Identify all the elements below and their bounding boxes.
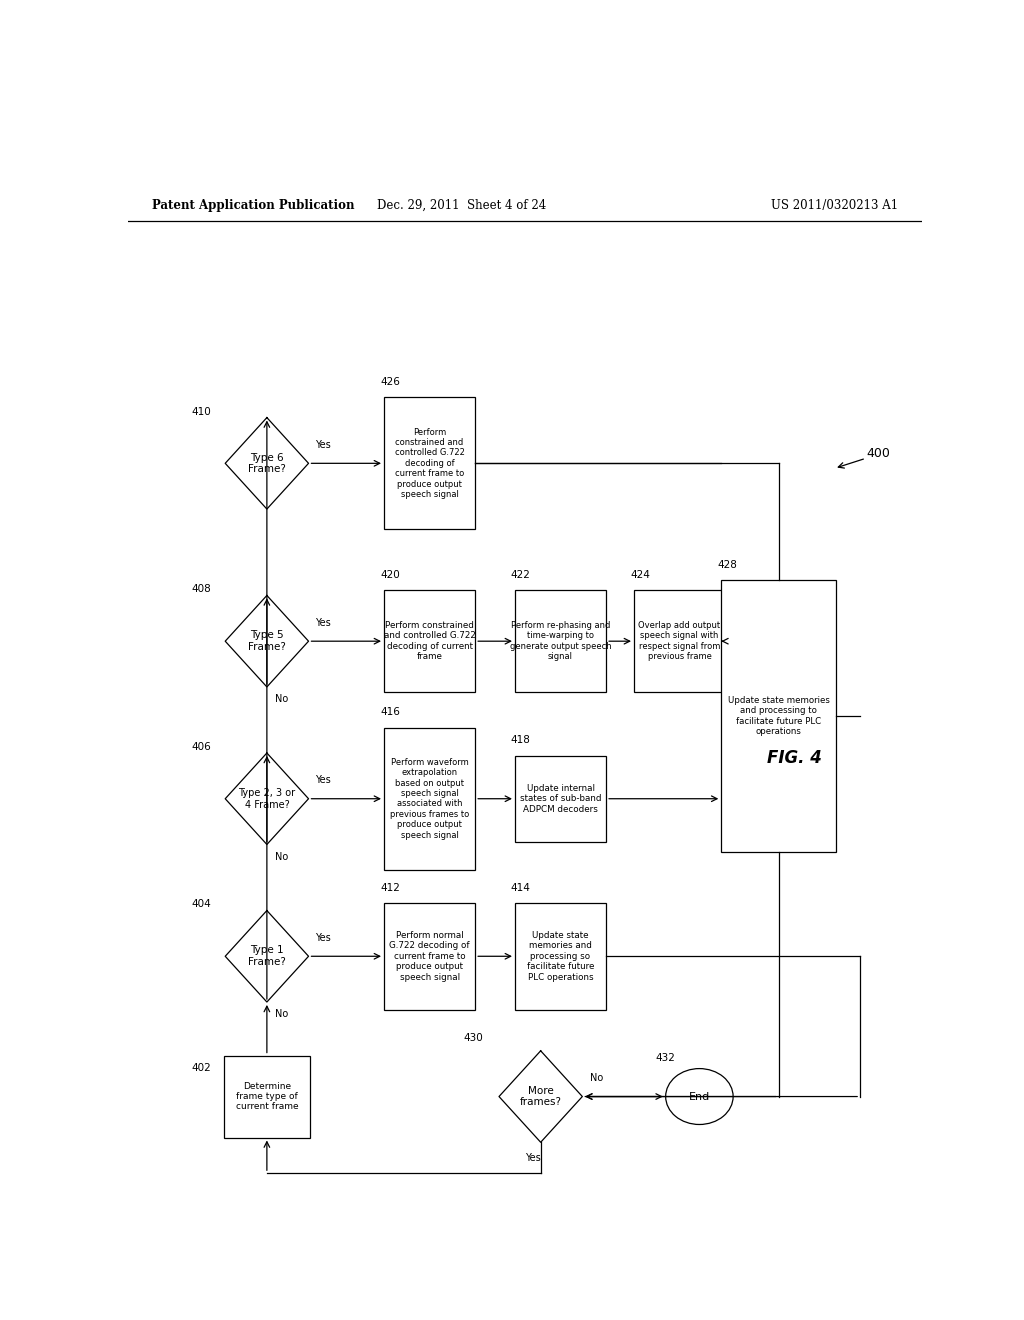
Text: 422: 422	[511, 570, 530, 581]
Text: Type 5
Frame?: Type 5 Frame?	[248, 631, 286, 652]
Text: Overlap add output
speech signal with
respect signal from
previous frame: Overlap add output speech signal with re…	[639, 622, 721, 661]
Text: Perform waveform
extrapolation
based on output
speech signal
associated with
pre: Perform waveform extrapolation based on …	[390, 758, 469, 840]
Text: 410: 410	[191, 407, 211, 417]
Bar	[384, 727, 475, 870]
Text: 420: 420	[380, 570, 399, 581]
Text: Perform constrained
and controlled G.722
decoding of current
frame: Perform constrained and controlled G.722…	[384, 622, 475, 661]
Text: No: No	[590, 1073, 603, 1084]
Text: Yes: Yes	[315, 933, 331, 942]
Text: Type 1
Frame?: Type 1 Frame?	[248, 945, 286, 968]
Text: Update state memories
and processing to
facilitate future PLC
operations: Update state memories and processing to …	[728, 696, 829, 737]
Bar	[515, 903, 606, 1010]
Bar	[223, 1056, 310, 1138]
Bar	[384, 903, 475, 1010]
Text: 406: 406	[191, 742, 211, 752]
Text: Determine
frame type of
current frame: Determine frame type of current frame	[236, 1081, 298, 1111]
Text: No: No	[274, 1010, 288, 1019]
Text: Yes: Yes	[315, 775, 331, 785]
Text: Type 6
Frame?: Type 6 Frame?	[248, 453, 286, 474]
Text: US 2011/0320213 A1: US 2011/0320213 A1	[771, 198, 898, 211]
Ellipse shape	[666, 1069, 733, 1125]
Text: Yes: Yes	[315, 618, 331, 628]
Text: 424: 424	[630, 570, 650, 581]
Text: 430: 430	[463, 1032, 483, 1043]
Text: 412: 412	[380, 883, 399, 892]
Bar	[384, 397, 475, 529]
Text: 400: 400	[866, 446, 890, 459]
Text: Type 2, 3 or
4 Frame?: Type 2, 3 or 4 Frame?	[239, 788, 296, 809]
Text: Yes: Yes	[315, 440, 331, 450]
Text: Update state
memories and
processing so
facilitate future
PLC operations: Update state memories and processing so …	[526, 931, 594, 982]
Text: 402: 402	[191, 1063, 211, 1073]
Text: Perform
constrained and
controlled G.722
decoding of
current frame to
produce ou: Perform constrained and controlled G.722…	[394, 428, 465, 499]
Text: 428: 428	[717, 560, 737, 570]
Text: 414: 414	[511, 883, 530, 892]
Text: No: No	[274, 851, 288, 862]
Text: Perform normal
G.722 decoding of
current frame to
produce output
speech signal: Perform normal G.722 decoding of current…	[389, 931, 470, 982]
Text: 404: 404	[191, 899, 211, 909]
Text: 416: 416	[380, 708, 399, 717]
Text: End: End	[689, 1092, 710, 1101]
Text: No: No	[274, 694, 288, 704]
Text: More
frames?: More frames?	[519, 1086, 562, 1107]
Text: Dec. 29, 2011  Sheet 4 of 24: Dec. 29, 2011 Sheet 4 of 24	[377, 198, 546, 211]
Bar	[634, 590, 725, 692]
Bar	[515, 755, 606, 842]
Text: 418: 418	[511, 735, 530, 746]
Bar	[721, 581, 837, 853]
Text: Yes: Yes	[525, 1152, 541, 1163]
Text: FIG. 4: FIG. 4	[767, 748, 822, 767]
Text: Update internal
states of sub-band
ADPCM decoders: Update internal states of sub-band ADPCM…	[520, 784, 601, 813]
Text: Perform re-phasing and
time-warping to
generate output speech
signal: Perform re-phasing and time-warping to g…	[510, 622, 611, 661]
Bar	[515, 590, 606, 692]
Text: 408: 408	[191, 585, 211, 594]
Text: Patent Application Publication: Patent Application Publication	[152, 198, 354, 211]
Text: 426: 426	[380, 378, 399, 387]
Text: 432: 432	[655, 1053, 676, 1063]
Bar	[384, 590, 475, 692]
